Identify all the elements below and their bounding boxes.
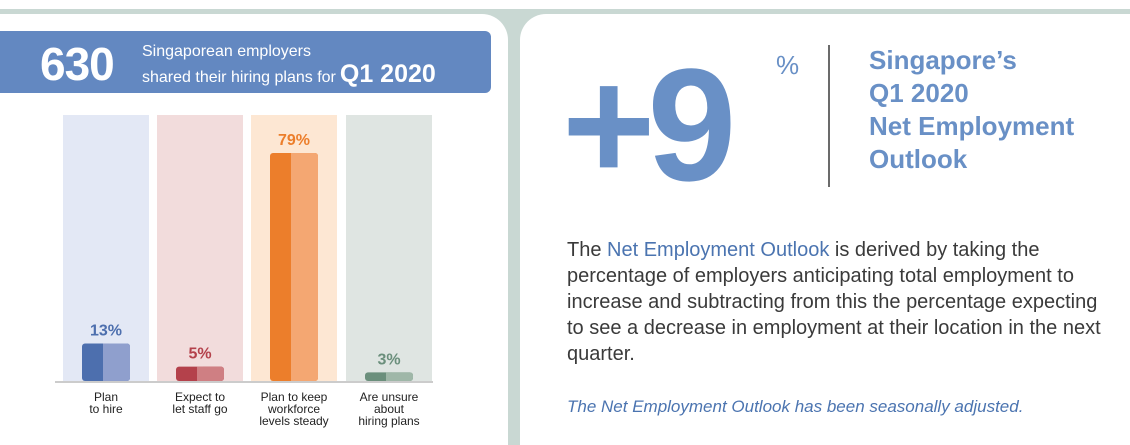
bar-highlight-join — [386, 372, 392, 381]
banner-line-2: shared their hiring plans for — [142, 69, 336, 86]
explanation-body: is derived by taking the percentage of e… — [567, 239, 1101, 365]
bar-highlight-join — [291, 153, 297, 381]
bar-highlight — [200, 366, 224, 381]
bar-highlight-join — [197, 366, 203, 381]
bar-value-label: 3% — [377, 351, 400, 368]
explanation-highlight: Net Employment Outlook — [607, 239, 830, 261]
outlook-panel — [520, 14, 1130, 445]
employer-count: 630 — [40, 38, 115, 90]
category-label-line: to hire — [89, 402, 123, 416]
category-label-line: about — [373, 402, 405, 416]
bar-highlight-join — [103, 343, 109, 381]
bar-value-label: 79% — [278, 132, 310, 149]
bar-column-bg — [157, 115, 243, 381]
hiring-plans-chart: 13% 5% 79% 3% — [55, 115, 433, 383]
seasonal-adjustment-note: The Net Employment Outlook has been seas… — [567, 397, 1024, 416]
bar-highlight — [106, 343, 130, 381]
category-label-line: Plan to keep — [260, 390, 328, 404]
top-border — [0, 0, 1130, 11]
category-label-line: Expect to — [174, 390, 226, 404]
survey-banner — [0, 31, 491, 93]
category-label-line: levels steady — [259, 414, 329, 428]
bar-column-bg — [346, 115, 432, 381]
bar-value-label: 5% — [188, 346, 211, 363]
explanation-prefix: The — [567, 239, 608, 261]
outlook-title-line-2: Q1 2020 — [869, 78, 969, 108]
banner-description: Singaporean employers shared their hirin… — [142, 41, 436, 89]
outlook-title: Singapore’s Q1 2020 Net Employment Outlo… — [869, 44, 1119, 176]
banner-quarter: Q1 2020 — [339, 60, 436, 88]
bar-column-bg — [63, 115, 149, 381]
bar-highlight — [294, 153, 318, 381]
category-label: Plan to hire — [56, 391, 156, 415]
category-label-line: hiring plans — [358, 414, 420, 428]
bar-value-label: 13% — [90, 322, 122, 339]
banner-line-1: Singaporean employers — [142, 43, 311, 60]
bar-highlight — [389, 372, 413, 381]
outlook-title-line-1: Singapore’s — [869, 45, 1017, 75]
outlook-title-line-3: Net Employment — [869, 111, 1075, 141]
category-label-line: workforce — [267, 402, 320, 416]
banner-line-2-wrap: shared their hiring plans for Q1 2020 — [142, 60, 436, 89]
explanation-text: The Net Employment Outlook is derived by… — [567, 237, 1107, 367]
vertical-divider — [828, 45, 830, 187]
outlook-percent-sign: % — [776, 50, 800, 80]
category-label-line: Plan — [93, 390, 119, 404]
category-label-line: Are unsure — [359, 390, 419, 404]
category-label: Plan to keep workforce levels steady — [244, 391, 344, 427]
outlook-title-line-4: Outlook — [869, 144, 968, 174]
category-label: Expect to let staff go — [150, 391, 250, 415]
category-label-line: let staff go — [172, 402, 228, 416]
category-label: Are unsure about hiring plans — [339, 391, 439, 427]
outlook-value: +9 — [562, 35, 736, 214]
